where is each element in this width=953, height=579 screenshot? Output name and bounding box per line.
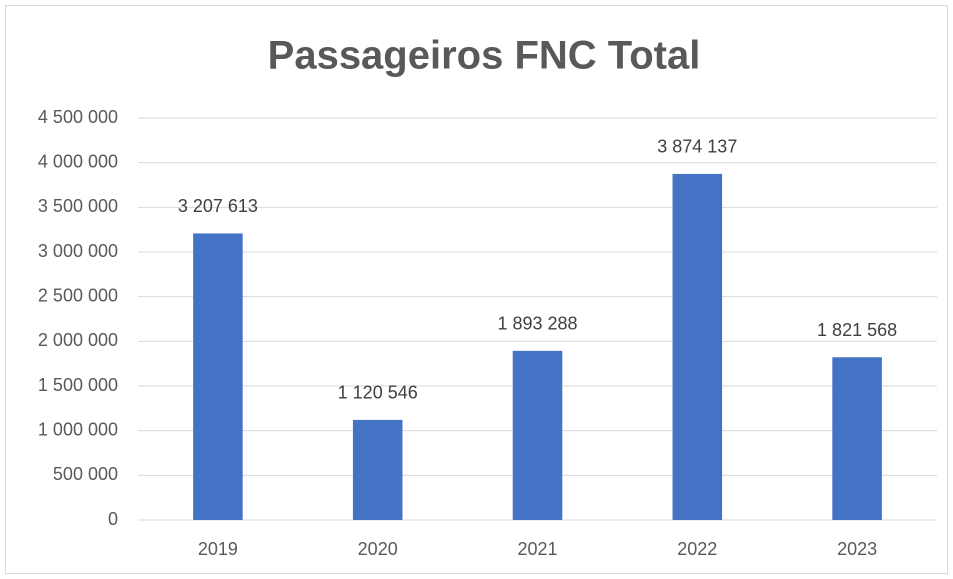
y-tick-label: 0 (108, 509, 118, 529)
y-tick-label: 2 500 000 (38, 285, 118, 305)
x-tick-label: 2020 (358, 539, 398, 559)
y-tick-label: 500 000 (53, 464, 118, 484)
bar (352, 419, 403, 520)
x-tick-label: 2023 (837, 539, 877, 559)
y-tick-label: 2 000 000 (38, 330, 118, 350)
chart-border (5, 5, 948, 574)
y-tick-label: 4 000 000 (38, 151, 118, 171)
x-tick-label: 2022 (677, 539, 717, 559)
bar (672, 173, 723, 520)
y-tick-label: 3 000 000 (38, 241, 118, 261)
y-tick-label: 1 500 000 (38, 375, 118, 395)
chart-title: Passageiros FNC Total (268, 34, 701, 78)
data-label: 1 120 546 (338, 383, 418, 403)
data-label: 1 821 568 (817, 320, 897, 340)
data-label: 1 893 288 (497, 314, 577, 334)
x-tick-label: 2021 (517, 539, 557, 559)
y-tick-label: 1 000 000 (38, 419, 118, 439)
y-tick-label: 3 500 000 (38, 196, 118, 216)
bar (832, 357, 882, 520)
bar (193, 233, 243, 520)
data-label: 3 207 613 (178, 196, 258, 216)
data-label: 3 874 137 (657, 137, 737, 157)
y-tick-label: 4 500 000 (38, 107, 118, 127)
x-tick-label: 2019 (198, 539, 238, 559)
bar (512, 350, 563, 520)
